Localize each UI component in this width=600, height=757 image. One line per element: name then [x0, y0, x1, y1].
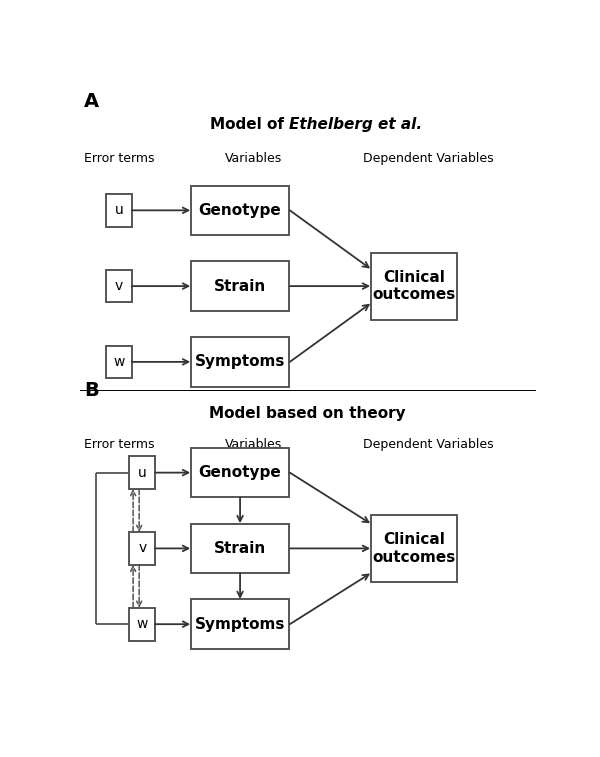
Bar — [130, 532, 155, 565]
Bar — [371, 515, 457, 582]
Text: Ethelberg et al.: Ethelberg et al. — [289, 117, 422, 132]
Bar — [191, 524, 289, 573]
Text: Clinical
outcomes: Clinical outcomes — [373, 532, 456, 565]
Text: Genotype: Genotype — [199, 203, 281, 218]
Text: v: v — [115, 279, 124, 293]
Text: Variables: Variables — [226, 152, 283, 165]
Text: Variables: Variables — [226, 438, 283, 450]
Bar — [106, 194, 132, 226]
Text: u: u — [115, 204, 124, 217]
Bar — [106, 345, 132, 378]
Text: Error terms: Error terms — [84, 152, 154, 165]
Bar — [191, 448, 289, 497]
Bar — [371, 253, 457, 319]
Text: A: A — [84, 92, 100, 111]
Bar — [191, 185, 289, 235]
Text: u: u — [138, 466, 147, 480]
Bar — [130, 608, 155, 640]
Text: Clinical
outcomes: Clinical outcomes — [373, 270, 456, 302]
Text: Model of: Model of — [209, 117, 289, 132]
Text: Symptoms: Symptoms — [195, 354, 285, 369]
Bar — [191, 261, 289, 311]
Text: Model based on theory: Model based on theory — [209, 406, 406, 421]
Text: Error terms: Error terms — [84, 438, 154, 450]
Text: Dependent Variables: Dependent Variables — [363, 438, 494, 450]
Text: Strain: Strain — [214, 541, 266, 556]
Text: Genotype: Genotype — [199, 465, 281, 480]
Bar — [130, 456, 155, 489]
Text: Dependent Variables: Dependent Variables — [363, 152, 494, 165]
Text: w: w — [113, 355, 125, 369]
Text: v: v — [139, 541, 146, 556]
Text: Symptoms: Symptoms — [195, 617, 285, 631]
Bar — [191, 337, 289, 387]
Text: w: w — [137, 617, 148, 631]
Text: Strain: Strain — [214, 279, 266, 294]
Bar — [191, 600, 289, 649]
Text: B: B — [84, 381, 99, 400]
Bar — [106, 269, 132, 303]
